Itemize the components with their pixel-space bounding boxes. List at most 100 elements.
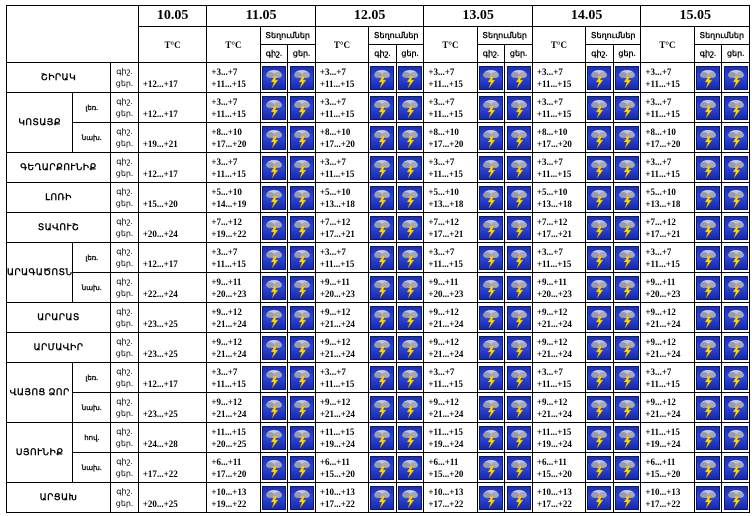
night-day-label: գիշ. ցեր. [110,392,139,423]
temperature-cell: +5...+10 +13...+18 [423,182,478,213]
day-temp: +11...+15 [319,108,355,119]
storm-rain-icon [612,362,642,393]
storm-rain-icon [287,392,316,423]
storm-rain-icon [368,92,397,123]
day-temp: +24...+28 [142,438,178,449]
day-temp: +21...+24 [428,348,464,359]
storm-rain-icon [721,122,750,153]
day-label: ցեր. [115,468,134,478]
day-temp: +17...+22 [536,498,572,509]
table-row: նախ. գիշ. ցեր. +17...+22 +6...+11 +17...+20 +… [7,452,750,483]
day-temp: +15...+20 [536,468,572,479]
night-temp: +3...+7 [319,246,346,257]
storm-rain-icon [259,392,289,423]
storm-rain-icon [585,62,614,93]
temperature-cell: +23...+25 [137,302,208,333]
storm-rain-icon [612,92,642,123]
storm-rain-icon [693,122,723,153]
day-temp: +21...+24 [211,408,247,419]
storm-rain-icon [287,122,316,153]
night-temp: +8...+10 [428,126,459,137]
storm-rain-icon [259,182,289,213]
night-header: գիշ. [368,44,397,63]
day-temp: +17...+20 [645,138,681,149]
night-temp: +10...+13 [536,486,572,497]
storm-rain-icon [612,332,642,363]
day-temp: +13...+18 [645,198,681,209]
day-temp: +17...+22 [645,498,681,509]
temperature-cell: +11...+15 +20...+25 [206,422,261,453]
storm-rain-icon [504,452,533,483]
day-label: ցեր. [115,348,134,358]
night-temp: +7...+12 [645,216,676,227]
storm-rain-icon [612,212,642,243]
storm-rain-icon [368,182,397,213]
day-temp: +11...+15 [428,378,463,389]
temperature-cell: +3...+7 +11...+15 [423,242,478,273]
temperature-cell: +3...+7 +11...+15 [531,242,587,273]
night-temp: +9...+12 [319,336,351,347]
temperature-cell: +6...+11 +17...+20 [206,452,261,483]
region-name: ԱՐԱԳԱԾՈՏՆ [5,242,74,303]
storm-rain-icon [585,242,614,273]
night-day-label: գիշ. ցեր. [110,302,139,333]
temperature-cell: +5...+10 +13...+18 [640,182,695,213]
day-temp: +17...+20 [319,138,355,149]
region-name: ՎԱՅՈՑ ՁՈՐ [5,362,74,423]
night-temp: +3...+7 [536,366,563,377]
storm-rain-icon [612,422,642,453]
temperature-cell: +10...+13 +19...+22 [206,482,261,513]
night-label: գիշ. [116,486,133,496]
storm-rain-icon [395,92,425,123]
storm-rain-icon [287,422,316,453]
night-temp [143,276,206,288]
day-temp: +20...+23 [319,288,355,299]
temperature-cell: +9...+12 +21...+24 [640,392,695,423]
day-temp: +21...+24 [319,318,355,329]
storm-rain-icon [476,152,506,183]
temperature-cell: +17...+22 [137,452,208,483]
night-temp [143,336,206,348]
storm-rain-icon [693,482,723,513]
storm-rain-icon [395,152,425,183]
temperature-cell: +9...+12 +21...+24 [314,392,370,423]
temperature-cell: +3...+7 +11...+15 [640,62,695,93]
temperature-cell: +15...+20 [137,182,208,213]
storm-rain-icon [585,272,614,303]
night-temp [143,126,206,138]
storm-rain-icon [476,482,506,513]
storm-rain-icon [476,332,506,363]
storm-rain-icon [368,452,397,483]
night-temp: +9...+12 [428,306,459,317]
temperature-cell: +3...+7 +11...+15 [206,92,261,123]
night-label: գիշ. [116,96,133,106]
day-temp: +21...+24 [645,348,681,359]
day-label: ցեր. [115,408,134,418]
day-header: ցեր. [504,44,533,63]
storm-rain-icon [368,122,397,153]
temperature-cell: +6...+11 +15...+20 [531,452,587,483]
temperature-cell: +8...+10 +17...+20 [206,122,261,153]
temperature-cell: +6...+11 +15...+20 [423,452,478,483]
storm-rain-icon [585,212,614,243]
table-row: ԱՐԱՐԱՏ գիշ. ցեր. +23...+25 +9...+12 +21...+2… [5,302,750,333]
night-temp: +9...+12 [645,336,676,347]
night-label: գիշ. [116,186,133,196]
night-temp: +9...+12 [428,336,459,347]
night-temp: +3...+7 [211,96,238,107]
date-header: 10.05 [137,5,208,27]
table-row: ԳԵՂԱՐՔՈՒՆԻՔ գիշ. ցեր. +12...+17 +3...+7 +11.… [5,152,750,183]
storm-rain-icon [368,332,397,363]
day-temp: +12...+17 [142,78,178,89]
night-temp: +3...+7 [428,246,455,257]
day-temp: +12...+17 [142,378,178,389]
temperature-cell: +9...+12 +21...+24 [206,332,261,363]
storm-rain-icon [612,302,642,333]
storm-rain-icon [395,272,425,303]
storm-rain-icon [259,92,289,123]
night-day-label: գիշ. ցեր. [110,212,139,243]
storm-rain-icon [476,242,506,273]
storm-rain-icon [287,62,316,93]
storm-rain-icon [476,422,506,453]
day-temp: +21...+24 [211,348,247,359]
